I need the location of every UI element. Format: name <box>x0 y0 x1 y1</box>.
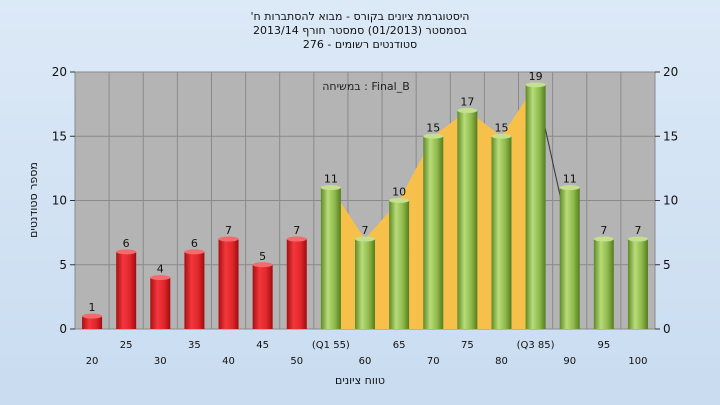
bar-cap-8 <box>355 236 375 242</box>
bar-6 <box>286 239 307 329</box>
x-tick-label-12: 80 <box>495 356 508 367</box>
bar-cap-0 <box>82 313 103 319</box>
x-tick-label-2: 30 <box>154 356 167 367</box>
bar-cap-5 <box>252 262 273 268</box>
x-tick-label-6: 50 <box>290 356 303 367</box>
x-tick-label-5: 45 <box>256 340 269 351</box>
title-line-2: בסמסטר (01/2013) סמסטר חורף 2013/14 <box>253 24 467 37</box>
y-tick-label-left: 5 <box>59 258 67 272</box>
x-tick-label-0: 20 <box>86 356 99 367</box>
bar-13 <box>525 84 546 329</box>
data-label-3: 6 <box>191 237 198 250</box>
title-line-3: סטודנטים רשומים - 276 <box>303 38 417 51</box>
x-tick-label-16: 100 <box>628 356 647 367</box>
y-axis-left: 0 5 10 15 20 <box>52 65 75 336</box>
y-axis-title: מספר סטודנטים <box>27 162 40 238</box>
bar-cap-14 <box>559 185 580 191</box>
y-tick-label-right: 20 <box>663 65 678 79</box>
chart-title: 'היסטוגרמת ציונים בקורס - מבוא להסתברות … <box>251 10 470 51</box>
x-tick-label-13: (Q3 85) <box>517 340 555 351</box>
bar-cap-2 <box>150 275 171 281</box>
data-label-8: 7 <box>362 224 369 237</box>
bar-cap-16 <box>627 236 648 242</box>
x-tick-label-10: 70 <box>427 356 440 367</box>
bar-4 <box>218 239 239 329</box>
x-axis: 20 25 30 35 40 45 50 (Q1 55) 60 65 70 75 80 (Q3 85) 90… <box>86 340 648 367</box>
y-tick-label-right: 15 <box>663 129 678 143</box>
y-tick-label-left: 0 <box>59 322 67 336</box>
bars <box>82 82 648 329</box>
bar-12 <box>491 136 512 329</box>
bar-cap-9 <box>389 198 410 203</box>
data-label-15: 7 <box>600 224 607 237</box>
x-tick-label-3: 35 <box>188 340 201 351</box>
x-axis-title: טווח ציונים <box>335 374 385 387</box>
title-line-1: 'היסטוגרמת ציונים בקורס - מבוא להסתברות … <box>251 10 470 23</box>
data-label-9: 10 <box>392 186 406 199</box>
data-label-10: 15 <box>426 121 440 134</box>
bar-3 <box>184 251 205 329</box>
bar-10 <box>423 136 444 329</box>
data-label-6: 7 <box>293 224 300 237</box>
bar-11 <box>457 110 478 329</box>
y-tick-label-left: 20 <box>52 65 67 79</box>
bar-5 <box>252 264 273 329</box>
annotation-label: במשיחה : Final_B <box>322 80 410 93</box>
bar-1 <box>116 251 137 329</box>
bar-cap-1 <box>116 249 137 255</box>
bar-2 <box>150 277 171 329</box>
data-label-2: 4 <box>157 263 164 276</box>
data-label-16: 7 <box>634 224 641 237</box>
bar-8 <box>355 239 375 329</box>
data-label-4: 7 <box>225 224 232 237</box>
bar-15 <box>593 239 614 329</box>
x-tick-label-4: 40 <box>222 356 235 367</box>
data-labels: 1 6 4 6 7 5 7 11 7 10 15 17 15 19 11 7 7 <box>89 70 642 314</box>
x-tick-label-15: 95 <box>597 340 610 351</box>
data-label-12: 15 <box>494 121 508 134</box>
x-tick-label-7: (Q1 55) <box>312 340 350 351</box>
data-label-5: 5 <box>259 250 266 263</box>
bar-cap-11 <box>457 108 478 114</box>
data-label-14: 11 <box>563 173 577 186</box>
bar-16 <box>627 239 648 329</box>
data-label-11: 17 <box>460 96 474 109</box>
bar-0 <box>82 316 103 329</box>
bar-cap-15 <box>593 236 614 242</box>
data-label-0: 1 <box>89 301 96 314</box>
y-tick-label-right: 5 <box>663 258 671 272</box>
x-tick-label-14: 90 <box>563 356 576 367</box>
bar-14 <box>559 187 580 329</box>
data-label-13: 19 <box>529 70 543 83</box>
y-tick-label-left: 15 <box>52 129 67 143</box>
y-axis-right: 0 5 10 15 20 <box>655 65 678 336</box>
y-tick-label-left: 10 <box>52 194 67 208</box>
data-label-7: 11 <box>324 173 338 186</box>
bar-cap-3 <box>184 249 205 255</box>
y-tick-label-right: 10 <box>663 194 678 208</box>
bar-7 <box>320 187 341 329</box>
bar-cap-7 <box>320 185 341 191</box>
x-tick-label-8: 60 <box>359 356 372 367</box>
x-tick-label-11: 75 <box>461 340 474 351</box>
bar-cap-6 <box>286 236 307 242</box>
x-tick-label-9: 65 <box>393 340 406 351</box>
bar-9 <box>389 200 410 329</box>
bar-cap-13 <box>525 82 546 88</box>
data-label-1: 6 <box>123 237 130 250</box>
bar-cap-4 <box>218 236 239 242</box>
x-tick-label-1: 25 <box>120 340 133 351</box>
bar-cap-10 <box>423 133 444 139</box>
bar-cap-12 <box>491 133 512 139</box>
y-tick-label-right: 0 <box>663 322 671 336</box>
